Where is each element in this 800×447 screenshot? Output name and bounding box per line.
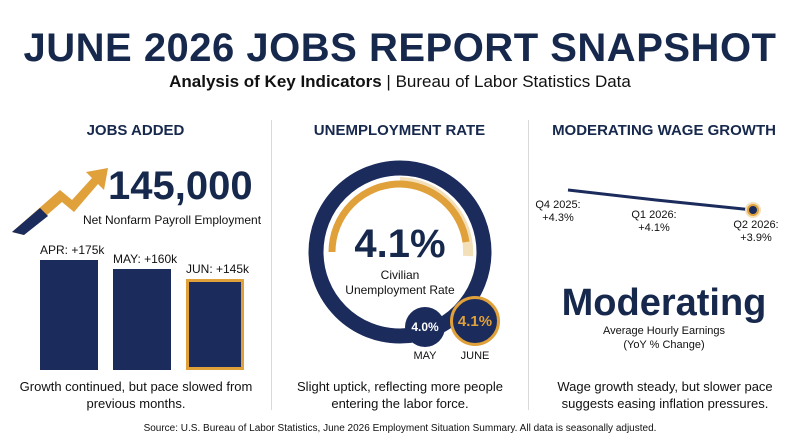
source-footnote: Source: U.S. Bureau of Labor Statistics,… bbox=[143, 423, 657, 434]
jobs-bar-label-jun: JUN: +145k bbox=[186, 261, 250, 276]
wages-label-2: (YoY % Change) bbox=[623, 339, 705, 351]
wage-label-1: Q1 2026: +4.1% bbox=[631, 209, 676, 234]
jobs-bar-label-apr: APR: +175k bbox=[40, 243, 105, 257]
unemployment-caption: Slight uptick, reflecting more people en… bbox=[297, 379, 503, 411]
jobs-headline-label: Net Nonfarm Payroll Employment bbox=[82, 213, 262, 227]
june-value: 4.1% bbox=[457, 312, 493, 330]
june-label: JUNE bbox=[460, 350, 490, 362]
jobs-bar-label-may: MAY: +160k bbox=[113, 252, 178, 267]
unemployment-label-2: Unemployment Rate bbox=[345, 283, 455, 297]
jobs-bar-may bbox=[113, 269, 171, 370]
jobs-caption: Growth continued, but pace slowed from p… bbox=[19, 379, 253, 411]
jobs-bar-apr bbox=[40, 260, 98, 370]
may-label: MAY bbox=[413, 350, 437, 362]
subtitle-bold: Analysis of Key Indicators bbox=[169, 72, 382, 91]
divider-right bbox=[528, 120, 529, 410]
may-circle: 4.0% bbox=[405, 307, 445, 347]
wage-point-q2-2026 bbox=[747, 204, 759, 216]
unemployment-ring bbox=[308, 160, 492, 344]
divider-left bbox=[271, 120, 272, 410]
trend-arrow-icon bbox=[12, 168, 108, 235]
subtitle-rest: | Bureau of Labor Statistics Data bbox=[381, 72, 631, 91]
unemployment-label-1: Civilian bbox=[380, 268, 420, 282]
jobs-headline-value: 145,000 bbox=[108, 164, 253, 208]
wage-line-chart: Q4 2025: +4.3% Q1 2026: +4.1% Q2 2026: +3.9% bbox=[535, 188, 779, 244]
page-title: JUNE 2026 JOBS REPORT SNAPSHOT bbox=[23, 26, 777, 70]
wage-series-line bbox=[567, 188, 754, 212]
wages-label-1: Average Hourly Earnings bbox=[602, 325, 726, 337]
wage-label-0: Q4 2025: +4.3% bbox=[535, 199, 580, 224]
jobs-bar-jun bbox=[186, 278, 244, 370]
wages-caption: Wage growth steady, but slower pace sugg… bbox=[557, 379, 773, 411]
wages-headline-value: Moderating bbox=[561, 282, 767, 324]
jobs-heading: JOBS ADDED bbox=[86, 122, 185, 139]
page-subtitle: Analysis of Key Indicators | Bureau of L… bbox=[0, 72, 800, 92]
may-value: 4.0% bbox=[411, 320, 439, 334]
june-circle: 4.1% bbox=[450, 296, 500, 346]
wage-label-2: Q2 2026: +3.9% bbox=[733, 219, 778, 244]
wages-heading: MODERATING WAGE GROWTH bbox=[552, 122, 776, 139]
unemployment-headline-value: 4.1% bbox=[354, 222, 446, 266]
unemployment-heading: UNEMPLOYMENT RATE bbox=[313, 122, 486, 139]
